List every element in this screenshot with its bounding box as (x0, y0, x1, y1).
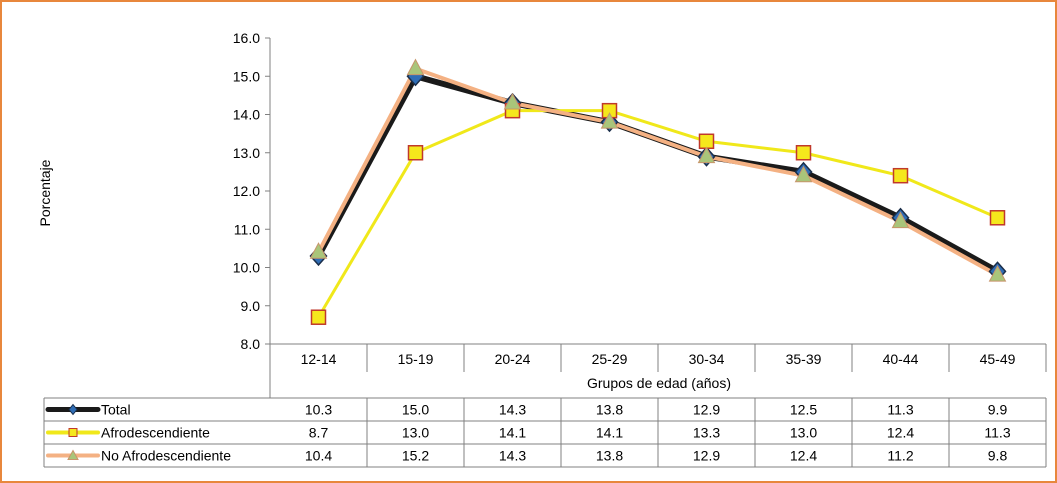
x-axis-label: Grupos de edad (años) (587, 375, 731, 391)
y-tick-label: 8.0 (241, 336, 261, 352)
y-tick-label: 13.0 (233, 145, 260, 161)
x-axis-category-labels: 12-14 15-19 20-24 25-29 30-34 35-39 40-44 45-49 (301, 351, 1016, 367)
x-tick-label: 40-44 (883, 351, 919, 367)
table-cell-value: 13.0 (402, 425, 429, 441)
y-axis-label: Porcentaje (37, 159, 53, 226)
table-cell-value: 10.3 (305, 402, 332, 418)
series-line (317, 109, 999, 319)
x-tick-label: 35-39 (786, 351, 822, 367)
x-tick-label: 30-34 (689, 351, 725, 367)
table-cell-value: 13.8 (596, 402, 623, 418)
data-table: Total 10.3 15.0 14.3 13.8 12.9 12.5 11.3 9.9 Afro… (45, 402, 1011, 464)
table-cell-value: 12.9 (693, 402, 720, 418)
y-tick-label: 14.0 (233, 107, 260, 123)
table-cell-value: 13.0 (790, 425, 817, 441)
table-cell-value: 12.4 (887, 425, 914, 441)
series-markers (309, 58, 1007, 325)
y-tick-label: 11.0 (234, 221, 260, 237)
marker-triangle (891, 211, 910, 229)
marker-triangle (988, 265, 1007, 282)
table-cell-value: 11.3 (984, 425, 1010, 441)
table-cell-value: 13.3 (693, 425, 720, 441)
table-cell-value: 14.1 (499, 425, 526, 441)
y-tick-label: 12.0 (233, 183, 260, 199)
y-axis-ticks: 8.0 9.0 10.0 11.0 12.0 13.0 14.0 15.0 16.0 (233, 30, 270, 352)
legend-label: Afrodescendiente (101, 425, 210, 441)
marker-square (407, 145, 424, 161)
table-cell-value: 10.4 (305, 448, 332, 464)
marker-square (310, 309, 327, 325)
marker-triangle (697, 146, 716, 164)
plot-area-and-data-table-grid (43, 38, 1047, 468)
series-lines (315, 66, 1001, 319)
table-cell-value: 12.9 (693, 448, 720, 464)
table-cell-value: 12.4 (790, 448, 817, 464)
marker-triangle (406, 58, 425, 76)
marker-square (989, 210, 1006, 226)
table-cell-value: 9.9 (988, 402, 1008, 418)
x-tick-label: 15-19 (398, 351, 434, 367)
marker-triangle (503, 92, 522, 110)
marker-triangle (309, 242, 328, 259)
marker-triangle (600, 112, 619, 129)
x-tick-label: 20-24 (495, 351, 531, 367)
x-tick-label: 12-14 (301, 351, 337, 367)
table-cell-value: 13.8 (596, 448, 623, 464)
marker-square (892, 167, 909, 184)
series-line (316, 66, 1000, 278)
y-tick-label: 16.0 (233, 30, 260, 46)
marker-square (795, 145, 812, 161)
table-cell-value: 15.2 (402, 448, 429, 464)
table-cell-value: 12.5 (790, 402, 817, 418)
legend-label: No Afrodescendiente (101, 448, 231, 464)
x-tick-label: 25-29 (592, 351, 628, 367)
legend-marker (67, 449, 79, 460)
table-cell-value: 11.3 (887, 402, 913, 418)
marker-square (698, 133, 715, 150)
y-tick-label: 15.0 (233, 68, 260, 84)
legend-marker (68, 403, 78, 416)
table-cell-value: 9.8 (988, 448, 1008, 464)
legend-marker (68, 428, 78, 437)
y-tick-label: 9.0 (241, 298, 261, 314)
table-cell-value: 8.7 (309, 425, 329, 441)
table-cell-value: 15.0 (402, 402, 429, 418)
table-cell-value: 11.2 (887, 448, 913, 464)
marker-triangle (794, 165, 813, 183)
table-cell-value: 14.3 (499, 448, 526, 464)
x-tick-label: 45-49 (980, 351, 1016, 367)
legend-label: Total (101, 402, 131, 418)
y-tick-label: 10.0 (233, 260, 260, 276)
table-cell-value: 14.1 (596, 425, 623, 441)
table-cell-value: 14.3 (499, 402, 526, 418)
